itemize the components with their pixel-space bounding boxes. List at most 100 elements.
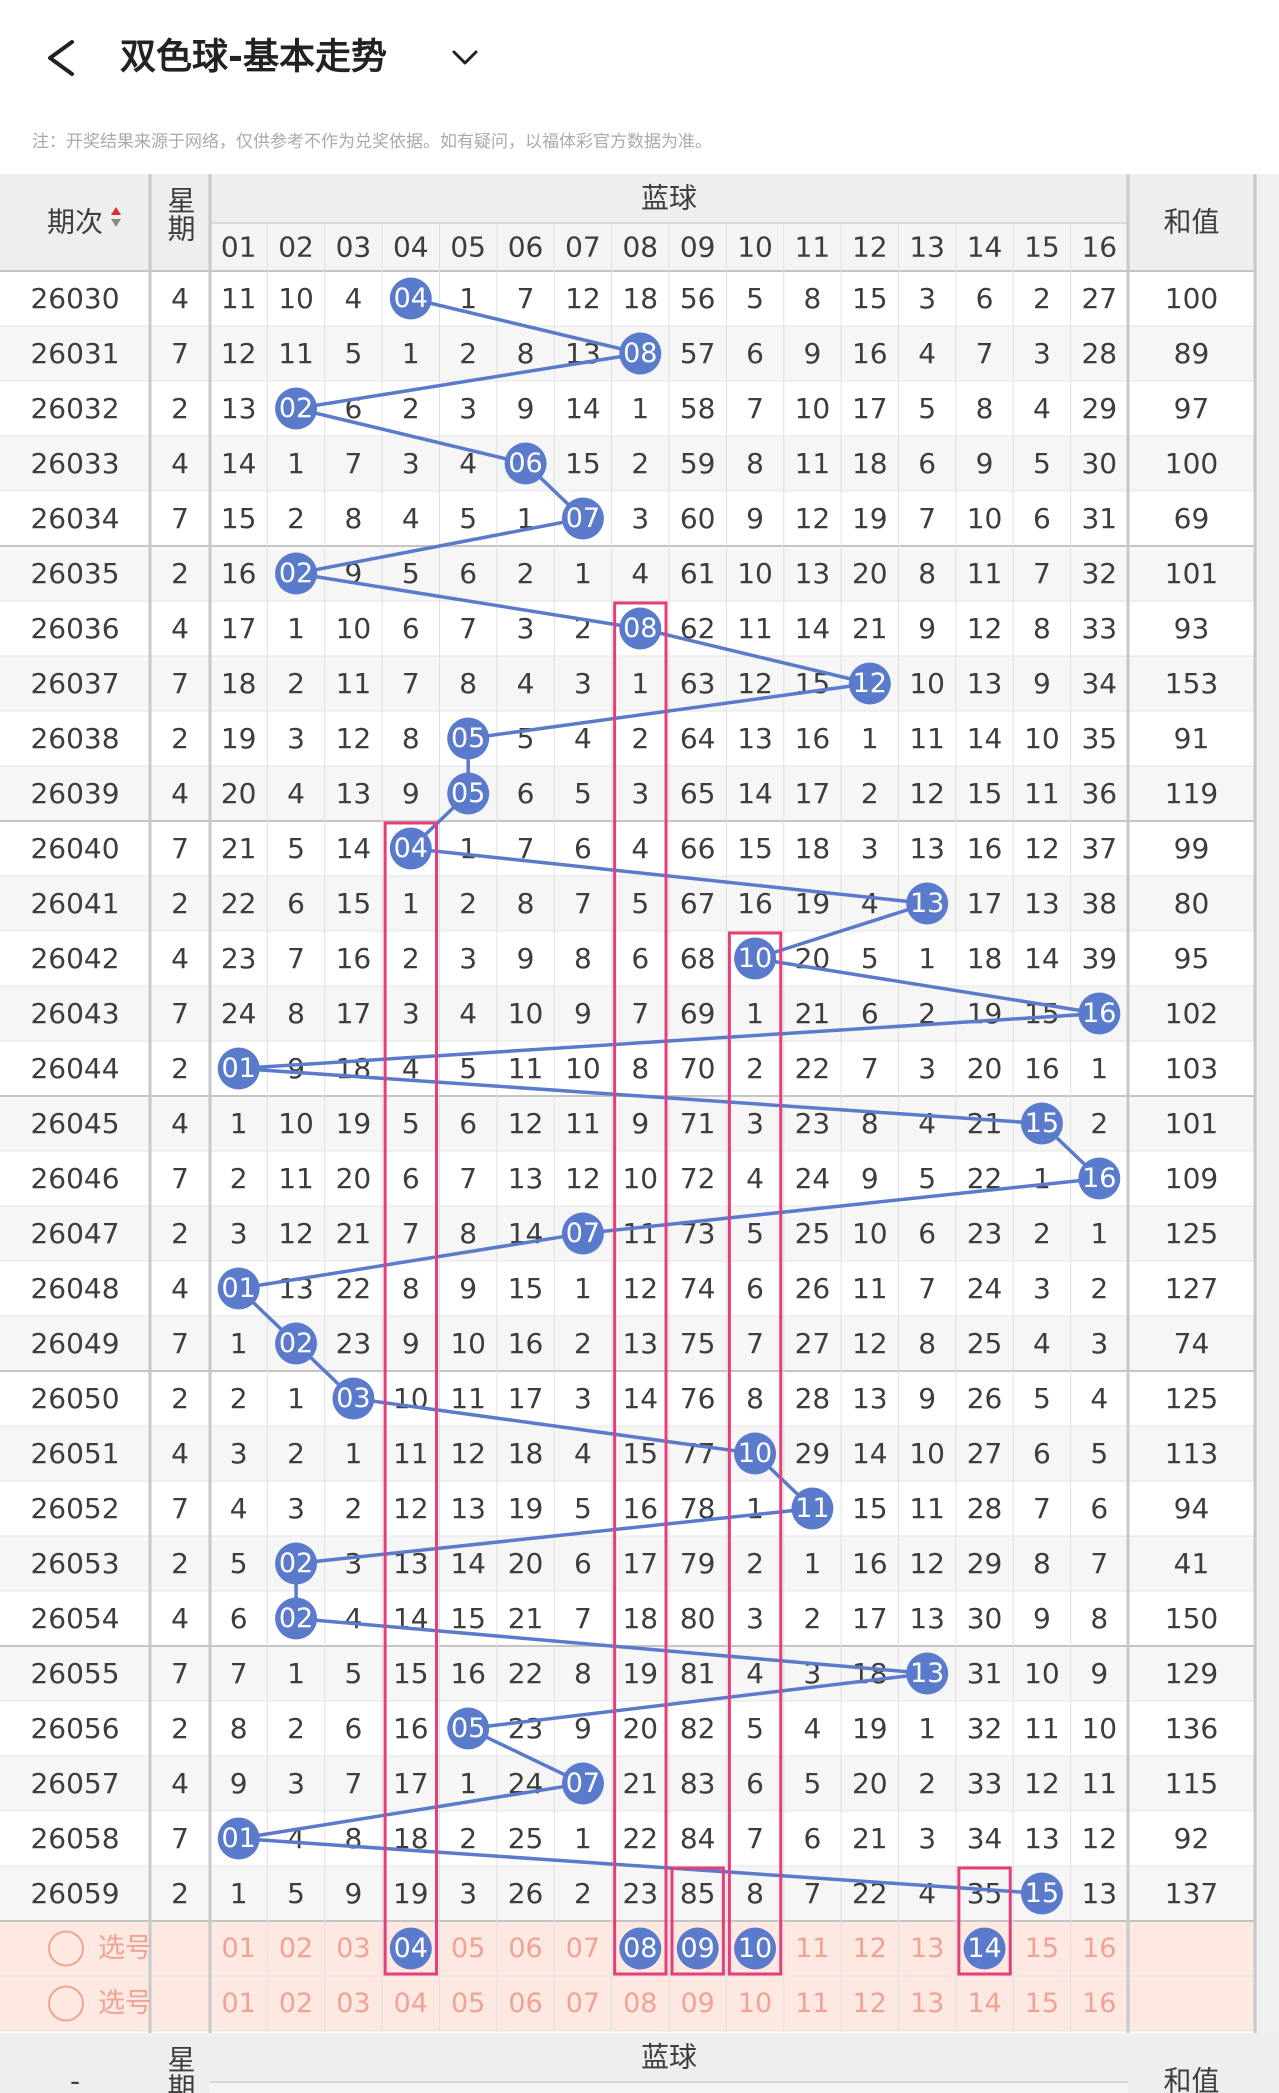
- select-number[interactable]: 15: [1025, 1988, 1059, 2019]
- select-number[interactable]: 07: [566, 1988, 600, 2019]
- weekday: 4: [171, 1272, 189, 1305]
- ball-number: 03: [336, 1383, 370, 1414]
- dropdown-arrow[interactable]: [452, 50, 478, 65]
- miss-count: 17: [622, 1547, 658, 1580]
- weekday: 7: [171, 502, 189, 535]
- select-number[interactable]: 02: [279, 1933, 313, 1964]
- miss-count: 6: [918, 1217, 936, 1250]
- select-number[interactable]: 05: [451, 1988, 485, 2019]
- issue: 26059: [30, 1877, 119, 1910]
- sum-value: 97: [1174, 392, 1210, 425]
- issue: 26049: [30, 1327, 119, 1360]
- selected-ball[interactable]: [963, 1927, 1006, 1970]
- miss-count: 8: [402, 722, 420, 755]
- miss-count: 16: [221, 557, 257, 590]
- select-number[interactable]: 03: [336, 1988, 370, 2019]
- miss-count: 12: [1081, 1822, 1117, 1855]
- miss-count: 6: [402, 1162, 420, 1195]
- sum-value: 91: [1174, 722, 1210, 755]
- miss-count: 65: [680, 777, 716, 810]
- weekday: 4: [171, 612, 189, 645]
- miss-count: 9: [230, 1767, 248, 1800]
- select-number[interactable]: 01: [222, 1988, 256, 2019]
- number-header: 05: [450, 2090, 486, 2093]
- select-number[interactable]: 02: [279, 1988, 313, 2019]
- miss-count: 2: [746, 1547, 764, 1580]
- select-number[interactable]: 11: [795, 1933, 829, 1964]
- number-header: 13: [909, 2090, 945, 2093]
- selected-ball[interactable]: [676, 1927, 719, 1970]
- select-number[interactable]: 11: [795, 1988, 829, 2019]
- miss-count: 37: [1081, 832, 1117, 865]
- miss-count: 5: [746, 1217, 764, 1250]
- miss-count: 7: [918, 502, 936, 535]
- page-title[interactable]: 双色球-基本走势: [120, 37, 387, 78]
- trend-line: [234, 296, 1104, 1896]
- miss-count: 10: [1081, 1712, 1117, 1745]
- miss-count: 58: [680, 392, 716, 425]
- weekday: 2: [171, 1382, 189, 1415]
- sum-value: 136: [1165, 1712, 1218, 1745]
- miss-count: 7: [631, 997, 649, 1030]
- miss-count: 2: [230, 1162, 248, 1195]
- miss-count: 14: [622, 1382, 658, 1415]
- selected-ball[interactable]: [734, 1927, 777, 1970]
- number-header: 03: [336, 231, 372, 264]
- select-number[interactable]: 14: [967, 1988, 1001, 2019]
- miss-count: 11: [852, 1272, 888, 1305]
- miss-count: 22: [336, 1272, 372, 1305]
- miss-count: 1: [631, 392, 649, 425]
- blue-ball: [561, 1762, 604, 1805]
- miss-count: 6: [804, 1822, 822, 1855]
- miss-count: 16: [508, 1327, 544, 1360]
- ball-number: 16: [1082, 998, 1116, 1029]
- select-number[interactable]: 08: [623, 1988, 657, 2019]
- back-button[interactable]: [48, 40, 74, 76]
- miss-count: 5: [287, 1877, 305, 1910]
- ball-number: 04: [394, 833, 428, 864]
- miss-count: 4: [746, 1657, 764, 1690]
- miss-count: 6: [574, 832, 592, 865]
- miss-count: 8: [976, 392, 994, 425]
- number-header: 10: [737, 231, 773, 264]
- select-number[interactable]: 16: [1082, 1988, 1116, 2019]
- sum-value: 150: [1165, 1602, 1218, 1635]
- miss-count: 6: [287, 887, 305, 920]
- select-number[interactable]: 15: [1025, 1933, 1059, 1964]
- blue-ball: [561, 1212, 604, 1255]
- select-radio[interactable]: [48, 1930, 84, 1967]
- miss-count: 2: [287, 1437, 305, 1470]
- select-number[interactable]: 06: [508, 1988, 542, 2019]
- select-number[interactable]: 01: [222, 1933, 256, 1964]
- selected-ball[interactable]: [619, 1927, 662, 1970]
- miss-count: 22: [508, 1657, 544, 1690]
- miss-count: 6: [1033, 502, 1051, 535]
- select-number[interactable]: 09: [681, 1988, 715, 2019]
- miss-count: 11: [909, 1492, 945, 1525]
- weekday: 7: [171, 832, 189, 865]
- miss-count: 18: [622, 282, 658, 315]
- select-number[interactable]: 03: [336, 1933, 370, 1964]
- select-number[interactable]: 16: [1082, 1933, 1116, 1964]
- miss-count: 18: [967, 942, 1003, 975]
- select-number[interactable]: 13: [910, 1933, 944, 1964]
- select-number[interactable]: 05: [451, 1933, 485, 1964]
- miss-count: 26: [967, 1382, 1003, 1415]
- select-number[interactable]: 12: [853, 1988, 887, 2019]
- miss-count: 12: [852, 1327, 888, 1360]
- selected-ball[interactable]: [389, 1927, 432, 1970]
- select-radio[interactable]: [48, 1985, 84, 2022]
- sum-value: 127: [1165, 1272, 1218, 1305]
- miss-count: 38: [1081, 887, 1117, 920]
- miss-count: 6: [459, 557, 477, 590]
- select-number[interactable]: 06: [508, 1933, 542, 1964]
- miss-count: 21: [508, 1602, 544, 1635]
- select-number[interactable]: 07: [566, 1933, 600, 1964]
- select-number[interactable]: 04: [394, 1988, 428, 2019]
- miss-count: 3: [345, 1547, 363, 1580]
- select-number[interactable]: 13: [910, 1988, 944, 2019]
- select-number[interactable]: 10: [738, 1988, 772, 2019]
- select-number[interactable]: 12: [853, 1933, 887, 1964]
- miss-count: 1: [459, 1767, 477, 1800]
- miss-count: 1: [230, 1107, 248, 1140]
